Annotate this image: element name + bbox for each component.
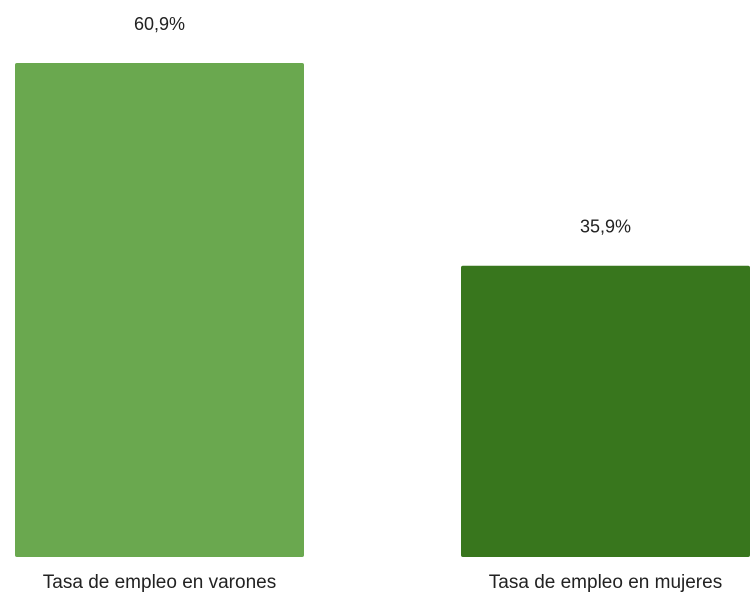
x-tick-label: Tasa de empleo en varones: [43, 572, 276, 593]
bar: [461, 265, 750, 557]
value-label: 35,9%: [580, 217, 631, 237]
bar: [15, 63, 304, 557]
x-tick-label: Tasa de empleo en mujeres: [489, 572, 722, 593]
value-label: 60,9%: [134, 14, 185, 34]
